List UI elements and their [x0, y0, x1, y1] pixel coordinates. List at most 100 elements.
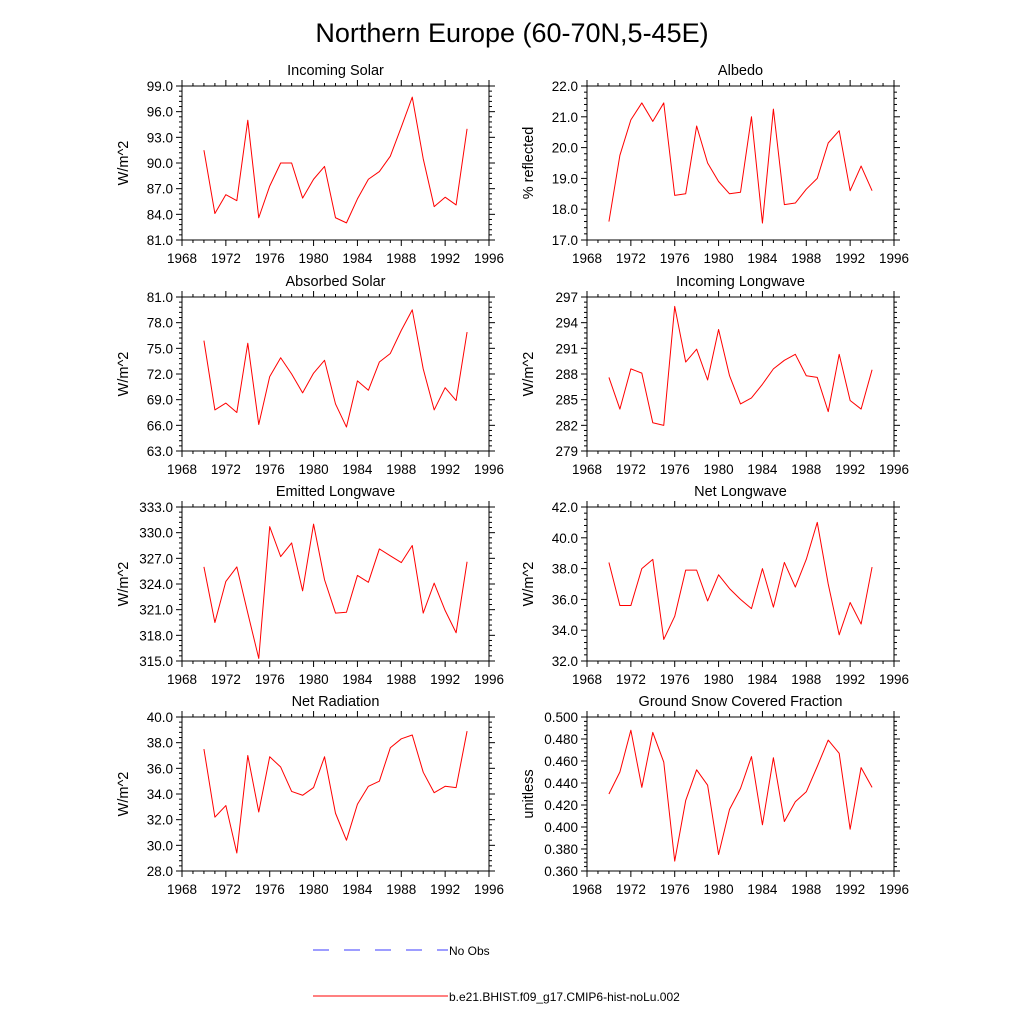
- series-line: [203, 523, 468, 659]
- panel-title: Incoming Longwave: [676, 274, 805, 290]
- x-tick-label: 1968: [572, 462, 602, 477]
- y-tick-label: 30.0: [147, 838, 173, 853]
- chart-panel: Net Longwave W/m^2 32.0 34.0 36.0 38.0 40.0 42.…: [521, 484, 909, 687]
- y-tick-label: 0.460: [544, 754, 578, 769]
- y-tick-label: 66.0: [147, 418, 173, 433]
- x-tick-label: 1988: [791, 462, 821, 477]
- y-tick-label: 75.0: [147, 341, 173, 356]
- y-tick-label: 34.0: [147, 787, 173, 802]
- y-tick-label: 90.0: [147, 156, 173, 171]
- y-axis-label: W/m^2: [116, 772, 132, 817]
- x-tick-label: 1976: [255, 462, 285, 477]
- y-tick-label: 72.0: [147, 367, 173, 382]
- y-tick-label: 81.0: [147, 290, 173, 305]
- x-tick-label: 1972: [616, 882, 646, 897]
- x-tick-label: 1980: [299, 672, 329, 687]
- series-line: [608, 102, 873, 224]
- y-tick-label: 333.0: [139, 500, 173, 515]
- y-tick-label: 42.0: [552, 500, 578, 515]
- chart-panel: Emitted Longwave W/m^2 315.0 318.0 321.0 324.…: [116, 484, 504, 687]
- chart-panel: Absorbed Solar W/m^2 63.0 66.0 69.0 72.0 75.0 7…: [116, 274, 504, 477]
- y-tick-label: 17.0: [552, 233, 578, 248]
- x-tick-label: 1980: [299, 882, 329, 897]
- legend-label-model-run: b.e21.BHIST.f09_g17.CMIP6-hist-noLu.002: [449, 990, 680, 1004]
- x-tick-label: 1972: [211, 251, 241, 266]
- x-tick-label: 1992: [430, 251, 460, 266]
- y-tick-label: 315.0: [139, 654, 173, 669]
- x-tick-label: 1972: [616, 462, 646, 477]
- y-tick-label: 19.0: [552, 171, 578, 186]
- legend: No Obs b.e21.BHIST.f09_g17.CMIP6-hist-no…: [313, 944, 680, 1004]
- panel-grid: Incoming Solar W/m^2 81.0 84.0 87.0 90.0 93.0 9…: [116, 63, 909, 897]
- panel-title: Ground Snow Covered Fraction: [639, 694, 843, 710]
- series-line: [203, 96, 468, 224]
- y-tick-label: 38.0: [147, 736, 173, 751]
- y-tick-label: 84.0: [147, 207, 173, 222]
- x-tick-label: 1968: [572, 672, 602, 687]
- x-tick-label: 1972: [211, 882, 241, 897]
- x-tick-label: 1980: [299, 462, 329, 477]
- y-tick-label: 279: [555, 444, 578, 459]
- series-line: [608, 729, 873, 862]
- x-tick-label: 1980: [299, 251, 329, 266]
- x-tick-label: 1968: [572, 882, 602, 897]
- y-tick-label: 321.0: [139, 603, 173, 618]
- y-tick-label: 69.0: [147, 393, 173, 408]
- y-axis-label: W/m^2: [116, 141, 132, 186]
- y-axis-label: unitless: [521, 769, 537, 818]
- y-tick-label: 21.0: [552, 110, 578, 125]
- y-tick-label: 78.0: [147, 316, 173, 331]
- y-tick-label: 0.380: [544, 842, 578, 857]
- x-tick-label: 1984: [342, 462, 373, 477]
- x-tick-label: 1992: [835, 882, 865, 897]
- y-tick-label: 22.0: [552, 79, 578, 94]
- series-line: [203, 309, 468, 428]
- y-tick-label: 0.360: [544, 864, 578, 879]
- y-tick-label: 93.0: [147, 130, 173, 145]
- x-tick-label: 1992: [430, 462, 460, 477]
- x-tick-label: 1976: [660, 462, 690, 477]
- series-line: [608, 305, 873, 426]
- y-axis-label: W/m^2: [521, 352, 537, 397]
- panel-title: Incoming Solar: [287, 63, 384, 79]
- y-tick-label: 330.0: [139, 526, 173, 541]
- legend-label-no-obs: No Obs: [449, 944, 490, 958]
- y-tick-label: 63.0: [147, 444, 173, 459]
- panel-title: Emitted Longwave: [276, 484, 395, 500]
- y-tick-label: 32.0: [147, 813, 173, 828]
- y-tick-label: 28.0: [147, 864, 173, 879]
- y-tick-label: 0.420: [544, 798, 578, 813]
- panel-title: Net Longwave: [694, 484, 787, 500]
- y-tick-label: 0.480: [544, 732, 578, 747]
- x-tick-label: 1980: [704, 672, 734, 687]
- x-tick-label: 1972: [211, 462, 241, 477]
- x-tick-label: 1988: [791, 672, 821, 687]
- y-tick-label: 291: [555, 341, 578, 356]
- y-tick-label: 81.0: [147, 233, 173, 248]
- y-axis-label: W/m^2: [116, 352, 132, 397]
- x-tick-label: 1996: [879, 672, 909, 687]
- x-tick-label: 1988: [791, 251, 821, 266]
- y-tick-label: 318.0: [139, 628, 173, 643]
- x-tick-label: 1996: [879, 882, 909, 897]
- x-tick-label: 1984: [342, 672, 373, 687]
- chart-panel: Incoming Solar W/m^2 81.0 84.0 87.0 90.0 93.0 9…: [116, 63, 504, 266]
- y-tick-label: 297: [555, 290, 578, 305]
- x-tick-label: 1984: [747, 882, 778, 897]
- x-tick-label: 1976: [255, 882, 285, 897]
- y-tick-label: 324.0: [139, 577, 173, 592]
- x-tick-label: 1968: [572, 251, 602, 266]
- y-tick-label: 96.0: [147, 105, 173, 120]
- y-tick-label: 20.0: [552, 141, 578, 156]
- x-tick-label: 1984: [342, 251, 373, 266]
- x-tick-label: 1980: [704, 462, 734, 477]
- x-tick-label: 1996: [879, 251, 909, 266]
- x-tick-label: 1984: [747, 251, 778, 266]
- y-tick-label: 285: [555, 393, 578, 408]
- x-tick-label: 1968: [167, 882, 197, 897]
- x-tick-label: 1992: [835, 251, 865, 266]
- x-tick-label: 1988: [386, 251, 416, 266]
- x-tick-label: 1984: [342, 882, 373, 897]
